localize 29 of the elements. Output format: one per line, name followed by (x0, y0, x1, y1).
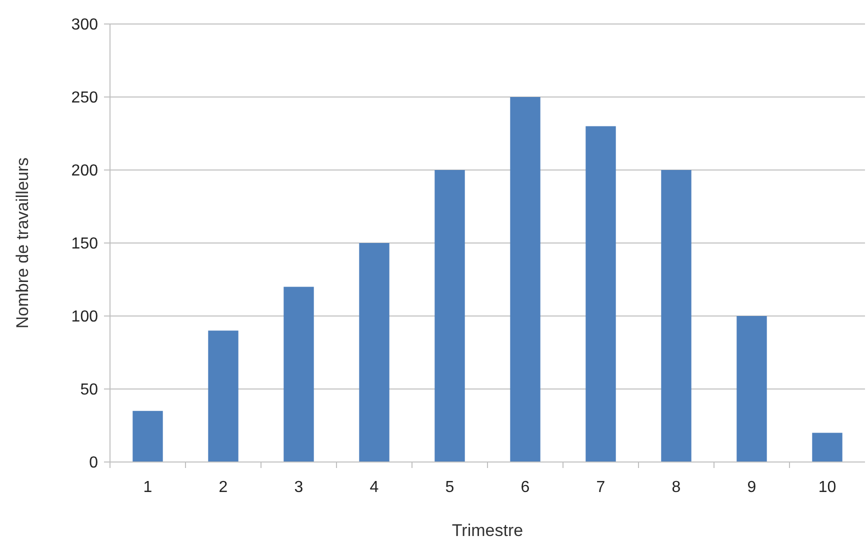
bar (812, 432, 842, 462)
x-tick-label: 10 (818, 479, 836, 496)
y-tick-label: 200 (71, 162, 98, 180)
bar (586, 126, 616, 462)
y-axis-title: Nombre de travailleurs (13, 157, 32, 329)
y-tick-label: 50 (80, 382, 98, 399)
x-tick-label: 2 (218, 479, 228, 496)
bar (434, 170, 465, 462)
bar (132, 410, 163, 462)
x-axis-title: Trimestre (452, 521, 524, 540)
y-tick-label: 150 (71, 236, 98, 253)
bar (510, 97, 540, 462)
x-tick-label: 1 (143, 479, 152, 496)
y-tick-label: 100 (71, 308, 98, 326)
bar (284, 286, 314, 462)
x-tick-label: 4 (370, 479, 379, 496)
y-tick-label: 250 (71, 90, 98, 107)
x-tick-label: 9 (747, 479, 756, 496)
y-tick-label: 300 (71, 16, 98, 34)
x-tick-label: 8 (672, 479, 681, 496)
bar (208, 330, 238, 462)
bar (359, 243, 390, 462)
bar (661, 170, 692, 462)
y-tick-label: 0 (89, 454, 98, 472)
x-tick-label: 3 (294, 479, 304, 496)
x-tick-label: 6 (520, 479, 530, 496)
x-tick-label: 7 (596, 479, 606, 496)
x-tick-label: 5 (445, 479, 454, 496)
bar (736, 316, 767, 462)
